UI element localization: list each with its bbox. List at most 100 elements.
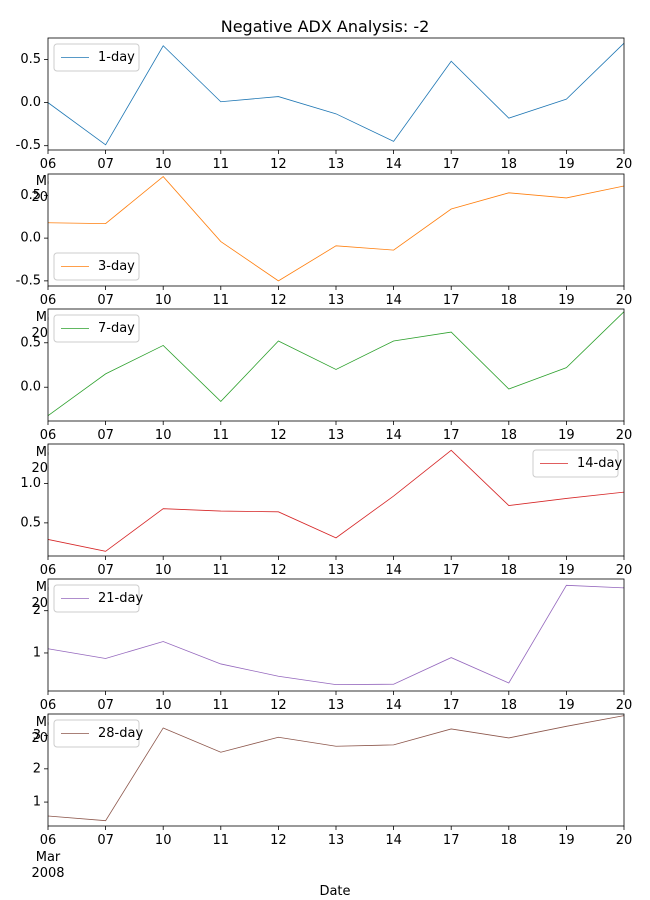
x-tick-label: 06 xyxy=(40,698,57,713)
chart-title: Negative ADX Analysis: -2 xyxy=(221,17,430,36)
subplot-14-day: 0.51.006 07 10 11 12 13 14 17 18 19 20Mar200814-da… xyxy=(20,443,633,611)
x-tick-label: 19 xyxy=(558,833,575,848)
x-tick-label: 10 xyxy=(155,293,172,308)
x-tick-label: 14 xyxy=(385,428,402,443)
x-tick-label: 13 xyxy=(328,428,345,443)
x-tick-label: 12 xyxy=(270,157,287,172)
x-tick-label: 19 xyxy=(558,563,575,578)
y-tick-label: 0.5 xyxy=(20,335,41,350)
x-tick-label: 12 xyxy=(270,563,287,578)
x-tick-label: 11 xyxy=(213,428,230,443)
x-tick-label: 20 xyxy=(616,698,633,713)
legend-label: 3-day xyxy=(98,259,135,274)
x-tick-label: 20 xyxy=(616,833,633,848)
x-tick-label: 07 xyxy=(97,157,114,172)
x-tick-label: 18 xyxy=(501,428,518,443)
x-tick-label: 06 xyxy=(40,563,57,578)
x-year-label: 2008 xyxy=(31,866,64,881)
subplots: -0.50.00.506 07 10 11 12 13 14 17 18 19 20Mar20081… xyxy=(16,37,633,881)
x-tick-label: 06 xyxy=(40,157,57,172)
legend: 14-day xyxy=(532,449,622,478)
y-tick-label: 0.0 xyxy=(20,95,41,110)
x-tick-label: 18 xyxy=(501,293,518,308)
legend: 3-day xyxy=(53,252,140,281)
y-tick-label: 2 xyxy=(33,761,41,776)
y-tick-label: -0.5 xyxy=(16,273,41,288)
y-tick-label: 1 xyxy=(33,645,41,660)
series-line-3-day xyxy=(47,176,625,282)
x-tick-label: 17 xyxy=(443,293,460,308)
x-tick-label: 20 xyxy=(616,157,633,172)
axes-frame xyxy=(47,713,625,827)
x-tick-label: 10 xyxy=(155,833,172,848)
y-tick-label: 0.5 xyxy=(20,188,41,203)
legend-label: 7-day xyxy=(98,321,135,336)
x-tick-label: 07 xyxy=(97,563,114,578)
x-tick-label: 12 xyxy=(270,428,287,443)
x-tick-label: 18 xyxy=(501,833,518,848)
x-tick-label: 17 xyxy=(443,157,460,172)
x-tick-label: 17 xyxy=(443,698,460,713)
x-tick-label: 13 xyxy=(328,698,345,713)
x-tick-label: 11 xyxy=(213,157,230,172)
x-tick-label: 12 xyxy=(270,698,287,713)
x-tick-label: 19 xyxy=(558,698,575,713)
series-line-21-day xyxy=(47,584,625,686)
x-tick-label: 11 xyxy=(213,293,230,308)
y-tick-label: 2 xyxy=(33,603,41,618)
axes-background xyxy=(48,174,624,286)
x-tick-label: 17 xyxy=(443,563,460,578)
axes-background xyxy=(48,579,624,691)
legend-label: 21-day xyxy=(98,591,143,606)
y-tick-label: 0.0 xyxy=(20,380,41,395)
x-tick-label: 20 xyxy=(616,563,633,578)
x-tick-label: 11 xyxy=(213,833,230,848)
axes-frame xyxy=(47,37,625,151)
x-tick-label: 17 xyxy=(443,833,460,848)
y-tick-label: -0.5 xyxy=(16,138,41,153)
x-tick-label: 14 xyxy=(385,563,402,578)
x-tick-label: 20 xyxy=(616,293,633,308)
x-month-label: Mar xyxy=(36,850,61,865)
axes-background xyxy=(48,444,624,556)
series-line-7-day xyxy=(47,311,625,416)
series-line-1-day xyxy=(47,42,625,146)
x-tick-label: 07 xyxy=(97,833,114,848)
x-axis-label: Date xyxy=(319,884,350,899)
axes-background xyxy=(48,714,624,826)
x-tick-label: 13 xyxy=(328,157,345,172)
legend-box xyxy=(53,252,140,281)
legend-label: 28-day xyxy=(98,726,143,741)
x-tick-label: 18 xyxy=(501,563,518,578)
x-tick-label: 19 xyxy=(558,293,575,308)
x-tick-label: 14 xyxy=(385,698,402,713)
y-tick-label: 1 xyxy=(33,795,41,810)
x-tick-label: 18 xyxy=(501,157,518,172)
x-tick-label: 18 xyxy=(501,698,518,713)
x-tick-label: 13 xyxy=(328,293,345,308)
legend-box xyxy=(532,449,619,478)
x-tick-label: 17 xyxy=(443,428,460,443)
axes-frame xyxy=(47,443,625,557)
legend-label: 14-day xyxy=(577,456,622,471)
axes-frame xyxy=(47,173,625,287)
x-tick-label: 06 xyxy=(40,428,57,443)
x-tick-label: 10 xyxy=(155,428,172,443)
y-tick-label: 0.5 xyxy=(20,52,41,67)
x-tick-label: 11 xyxy=(213,563,230,578)
x-tick-label: 12 xyxy=(270,293,287,308)
y-tick-label: 1.0 xyxy=(20,476,41,491)
series-line-14-day xyxy=(47,449,625,552)
subplot-3-day: -0.50.00.506 07 10 11 12 13 14 17 18 19 20Mar20083… xyxy=(16,173,633,341)
legend: 1-day xyxy=(53,43,140,72)
x-tick-label: 10 xyxy=(155,563,172,578)
x-tick-label: 12 xyxy=(270,833,287,848)
legend: 21-day xyxy=(53,584,143,613)
legend-box xyxy=(53,584,140,613)
y-tick-label: 0.0 xyxy=(20,231,41,246)
legend: 28-day xyxy=(53,719,143,748)
